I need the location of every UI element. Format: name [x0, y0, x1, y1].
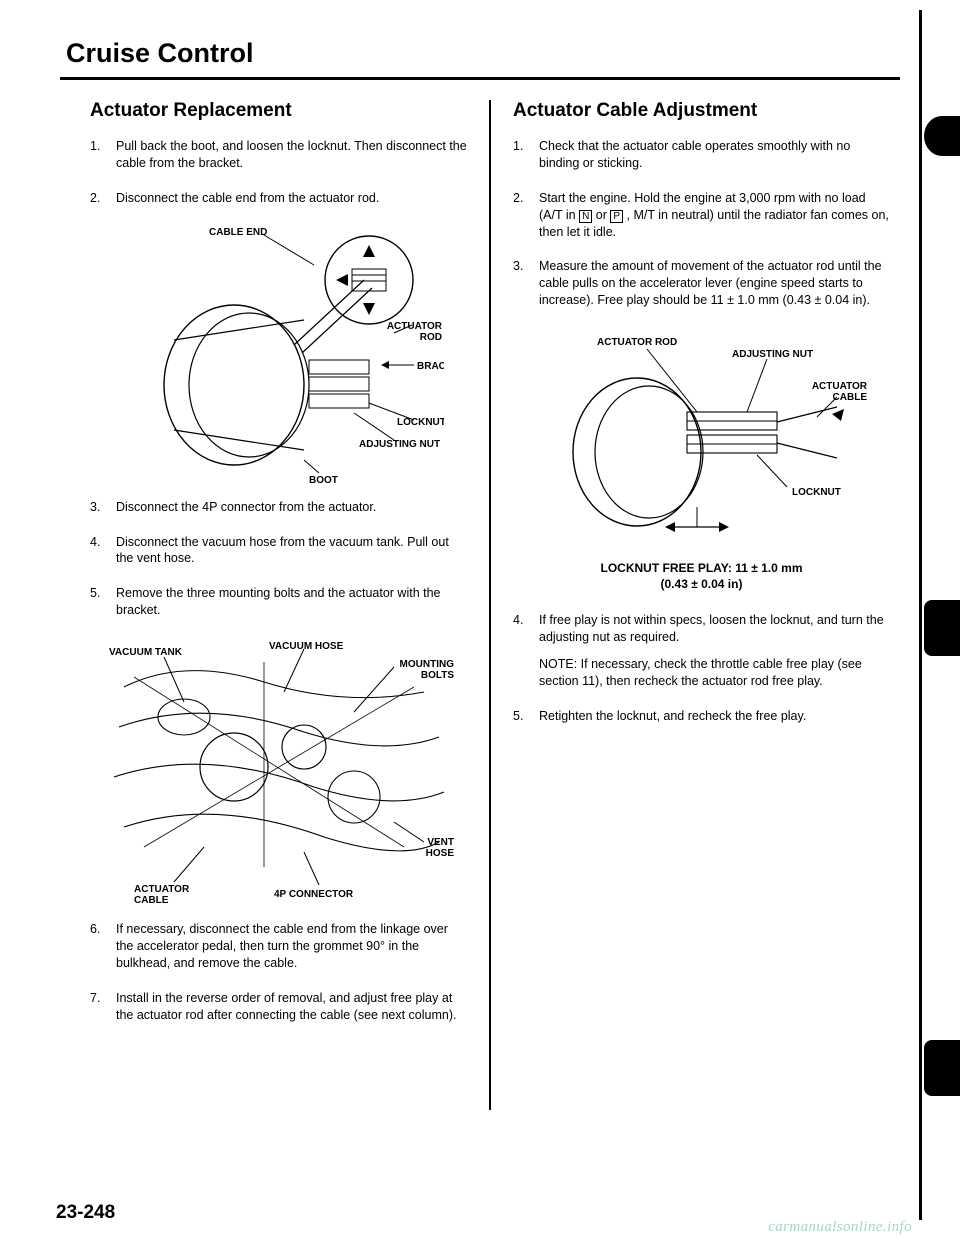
right-step-2: Start the engine. Hold the engine at 3,0…: [513, 190, 890, 241]
left-steps: Pull back the boot, and loosen the lockn…: [90, 138, 467, 207]
left-step-4: Disconnect the vacuum hose from the vacu…: [90, 534, 467, 568]
right-step-3: Measure the amount of movement of the ac…: [513, 258, 890, 309]
left-heading: Actuator Replacement: [90, 100, 467, 122]
figure-2: VACUUM TANK VACUUM HOSE MOUNTINGBOLTS VE…: [90, 637, 467, 907]
right-steps: Check that the actuator cable operates s…: [513, 138, 890, 309]
figr-locknut: LOCKNUT: [792, 487, 841, 498]
fig2-vactank: VACUUM TANK: [109, 647, 183, 658]
figr-cable: ACTUATORCABLE: [811, 381, 866, 403]
left-step-7: Install in the reverse order of removal,…: [90, 990, 467, 1024]
fig1-boot: BOOT: [309, 475, 338, 485]
left-step-5: Remove the three mounting bolts and the …: [90, 585, 467, 619]
figr-adjnut: ADJUSTING NUT: [732, 349, 813, 360]
right-step-1: Check that the actuator cable operates s…: [513, 138, 890, 172]
fig1-bracket: BRACKET: [417, 361, 444, 372]
fig1-locknut: LOCKNUT: [397, 417, 444, 428]
figure-right: ACTUATOR ROD ADJUSTING NUT ACTUATORCABLE…: [513, 327, 890, 547]
figure-1: CABLE END ACTUATORROD BRACKET LOCKNUT AD…: [90, 225, 467, 485]
title-rule: [60, 77, 900, 80]
tab-mark-1: [924, 116, 960, 156]
left-steps-c: If necessary, disconnect the cable end f…: [90, 921, 467, 1023]
right-step-4-text: If free play is not within specs, loosen…: [539, 613, 884, 644]
left-step-2: Disconnect the cable end from the actuat…: [90, 190, 467, 207]
spec-line2: (0.43 ± 0.04 in): [513, 577, 890, 593]
spec-line1: LOCKNUT FREE PLAY: 11 ± 1.0 mm: [513, 561, 890, 577]
fig2-mbolts: MOUNTINGBOLTS: [399, 659, 453, 681]
fig2-vachose: VACUUM HOSE: [269, 641, 344, 652]
tab-mark-3: [924, 1040, 960, 1096]
left-step-1: Pull back the boot, and loosen the lockn…: [90, 138, 467, 172]
left-step-6: If necessary, disconnect the cable end f…: [90, 921, 467, 972]
fig2-venthose: VENTHOSE: [425, 837, 453, 859]
page: Cruise Control Actuator Replacement Pull…: [40, 0, 920, 1130]
fig1-cable-end: CABLE END: [209, 227, 267, 238]
right-step-5: Retighten the locknut, and recheck the f…: [513, 708, 890, 725]
figr-actrod: ACTUATOR ROD: [597, 337, 677, 348]
right-heading: Actuator Cable Adjustment: [513, 100, 890, 122]
left-steps-b: Disconnect the 4P connector from the act…: [90, 499, 467, 619]
right-column: Actuator Cable Adjustment Check that the…: [491, 100, 900, 1110]
right-steps-b: If free play is not within specs, loosen…: [513, 612, 890, 724]
left-column: Actuator Replacement Pull back the boot,…: [60, 100, 489, 1110]
page-title: Cruise Control: [60, 38, 900, 69]
left-step-3: Disconnect the 4P connector from the act…: [90, 499, 467, 516]
spec-block: LOCKNUT FREE PLAY: 11 ± 1.0 mm (0.43 ± 0…: [513, 561, 890, 592]
page-number: 23-248: [56, 1202, 115, 1224]
columns: Actuator Replacement Pull back the boot,…: [60, 100, 900, 1110]
fig1-adjnut: ADJUSTING NUT: [359, 439, 440, 450]
right-step-4: If free play is not within specs, loosen…: [513, 612, 890, 690]
watermark: carmanualsonline.info: [768, 1219, 912, 1236]
fig2-conn: 4P CONNECTOR: [274, 889, 354, 900]
fig2-actcable: ACTUATORCABLE: [134, 884, 190, 906]
right-note: NOTE: If necessary, check the throttle c…: [539, 656, 890, 690]
tab-mark-2: [924, 600, 960, 656]
right-edge-line: [919, 10, 922, 1220]
